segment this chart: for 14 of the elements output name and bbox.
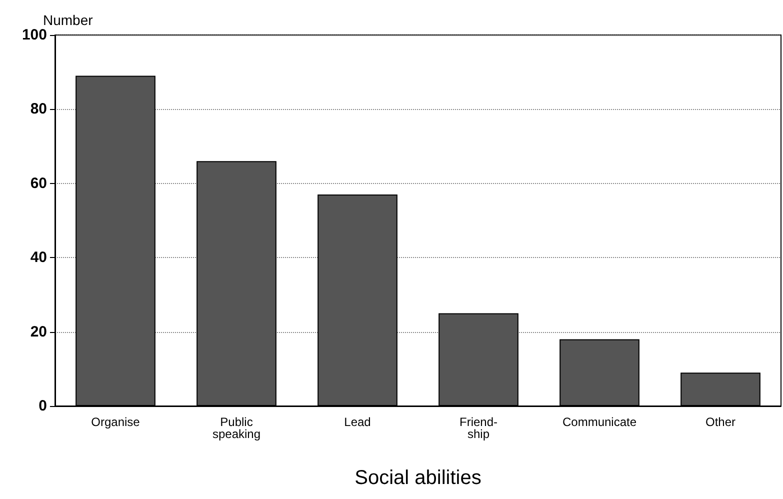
y-tick-label: 80 xyxy=(30,100,47,118)
x-axis-title: Social abilities xyxy=(354,467,482,489)
y-tick-label: 100 xyxy=(22,26,47,44)
x-tick-label: Communicate xyxy=(562,415,637,429)
y-tick-label: 60 xyxy=(30,174,47,192)
x-tick-label: Friend- ship xyxy=(459,415,498,441)
x-tick-label: Other xyxy=(705,415,736,429)
y-tick-label: 20 xyxy=(30,323,47,340)
x-tick-label: Organise xyxy=(91,415,140,429)
y-tick-label: 40 xyxy=(30,249,47,266)
x-tick-label: Public speaking xyxy=(212,415,261,441)
x-tick-label: Lead xyxy=(344,415,371,429)
y-tick-label: 0 xyxy=(38,398,47,414)
y-axis-title: Number xyxy=(43,12,94,28)
